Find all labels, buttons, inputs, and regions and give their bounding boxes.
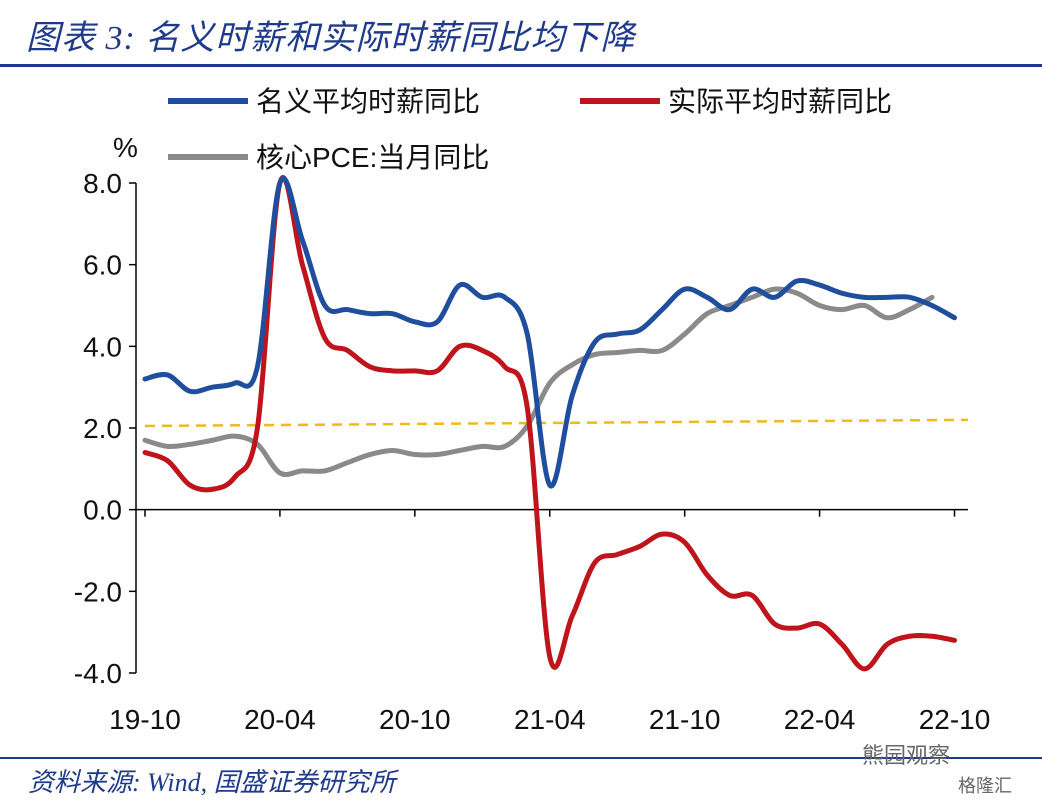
page-title: 图表 3: 名义时薪和实际时薪同比均下降	[26, 20, 636, 57]
x-tick-label: 20-10	[379, 704, 451, 735]
plot-area	[142, 175, 969, 672]
x-tick-label: 21-04	[514, 704, 586, 735]
footer-divider	[0, 757, 1042, 759]
y-tick-label: 2.0	[83, 413, 122, 444]
watermark-logo-text: 格隆汇	[958, 776, 1012, 796]
y-tick-label: 0.0	[83, 495, 122, 526]
series-line-2	[142, 175, 958, 672]
x-tick-label: 19-10	[109, 704, 181, 735]
watermark-text: 熊园观察	[862, 743, 951, 768]
x-tick-label: 22-10	[919, 704, 991, 735]
x-tick-label: 22-04	[784, 704, 856, 735]
x-tick-label: 21-10	[649, 704, 721, 735]
x-tick-label: 20-04	[244, 704, 316, 735]
legend-label: 名义平均时薪同比	[256, 86, 480, 117]
y-axis-label: %	[113, 132, 138, 163]
legend-label: 实际平均时薪同比	[668, 86, 892, 117]
x-axis: 19-10 20-04 20-10 21-04 21-10 22-04 22-10	[109, 508, 991, 735]
y-tick-label: 6.0	[83, 250, 122, 281]
series-line-1	[142, 176, 958, 489]
reference-dashed-line	[144, 418, 969, 428]
y-tick-label: -2.0	[74, 576, 122, 607]
y-tick-label: 8.0	[83, 168, 122, 199]
y-tick-label: -4.0	[74, 658, 122, 689]
y-tick-label: 4.0	[83, 331, 122, 362]
y-axis: 8.0 6.0 4.0 2.0 0.0 -2.0 -4.0	[74, 168, 137, 689]
title-divider	[0, 64, 1042, 67]
source-note: 资料来源: Wind, 国盛证券研究所	[28, 768, 396, 797]
legend-label: 核心PCE:当月同比	[256, 142, 489, 173]
